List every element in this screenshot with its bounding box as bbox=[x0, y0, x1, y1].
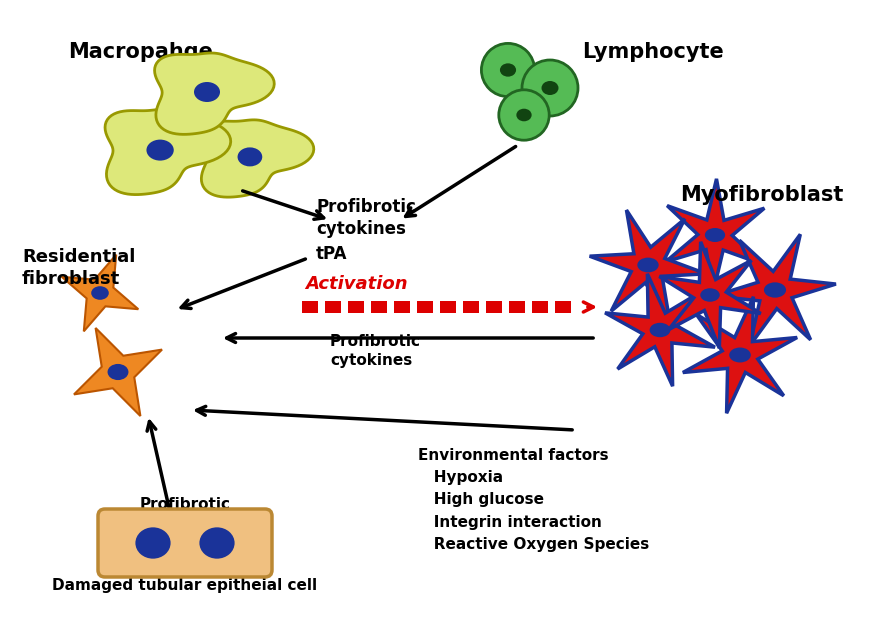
FancyBboxPatch shape bbox=[98, 509, 272, 577]
Text: Damaged tubular epitheial cell: Damaged tubular epitheial cell bbox=[53, 578, 318, 593]
Ellipse shape bbox=[194, 82, 220, 102]
Bar bbox=[325, 301, 341, 313]
Polygon shape bbox=[105, 109, 231, 195]
Circle shape bbox=[499, 90, 549, 140]
Ellipse shape bbox=[705, 228, 725, 242]
Ellipse shape bbox=[146, 140, 174, 161]
Text: Macropahge: Macropahge bbox=[68, 42, 213, 62]
Ellipse shape bbox=[541, 81, 558, 95]
Bar bbox=[463, 301, 479, 313]
Ellipse shape bbox=[136, 527, 170, 558]
Text: Lymphocyte: Lymphocyte bbox=[582, 42, 723, 62]
Polygon shape bbox=[590, 210, 706, 320]
Polygon shape bbox=[683, 297, 797, 413]
Ellipse shape bbox=[500, 63, 516, 76]
Text: Activation: Activation bbox=[305, 275, 408, 293]
Ellipse shape bbox=[730, 347, 751, 362]
Ellipse shape bbox=[200, 527, 235, 558]
Polygon shape bbox=[665, 179, 764, 291]
Ellipse shape bbox=[91, 286, 109, 300]
Bar bbox=[394, 301, 410, 313]
Text: Residential: Residential bbox=[22, 248, 136, 266]
Polygon shape bbox=[200, 120, 314, 197]
Bar bbox=[555, 301, 571, 313]
Text: Environmental factors
   Hypoxia
   High glucose
   Integrin interaction
   Reac: Environmental factors Hypoxia High gluco… bbox=[418, 448, 649, 552]
Text: Profibrotic
cytokines: Profibrotic cytokines bbox=[330, 334, 421, 367]
Bar bbox=[532, 301, 548, 313]
Polygon shape bbox=[605, 274, 715, 386]
Bar bbox=[348, 301, 364, 313]
Text: fibroblast: fibroblast bbox=[22, 270, 120, 288]
Ellipse shape bbox=[649, 323, 671, 337]
Bar bbox=[440, 301, 456, 313]
Circle shape bbox=[522, 60, 578, 116]
Bar bbox=[486, 301, 502, 313]
Text: Myofibroblast: Myofibroblast bbox=[680, 185, 843, 205]
Ellipse shape bbox=[516, 109, 532, 121]
Circle shape bbox=[482, 43, 534, 96]
Polygon shape bbox=[659, 242, 761, 348]
Text: tPA: tPA bbox=[316, 245, 348, 263]
Polygon shape bbox=[714, 234, 836, 346]
Bar bbox=[509, 301, 525, 313]
Text: Profibrotic
cytokines: Profibrotic cytokines bbox=[139, 497, 230, 530]
Ellipse shape bbox=[237, 147, 262, 167]
Bar bbox=[417, 301, 433, 313]
Ellipse shape bbox=[700, 288, 720, 302]
Bar bbox=[302, 301, 318, 313]
Polygon shape bbox=[74, 328, 162, 416]
Ellipse shape bbox=[638, 258, 658, 272]
Ellipse shape bbox=[108, 364, 128, 380]
Bar bbox=[371, 301, 387, 313]
Polygon shape bbox=[62, 255, 138, 331]
Polygon shape bbox=[154, 53, 274, 135]
Text: Profibrotic
cytokines: Profibrotic cytokines bbox=[316, 198, 416, 239]
Ellipse shape bbox=[764, 282, 786, 297]
